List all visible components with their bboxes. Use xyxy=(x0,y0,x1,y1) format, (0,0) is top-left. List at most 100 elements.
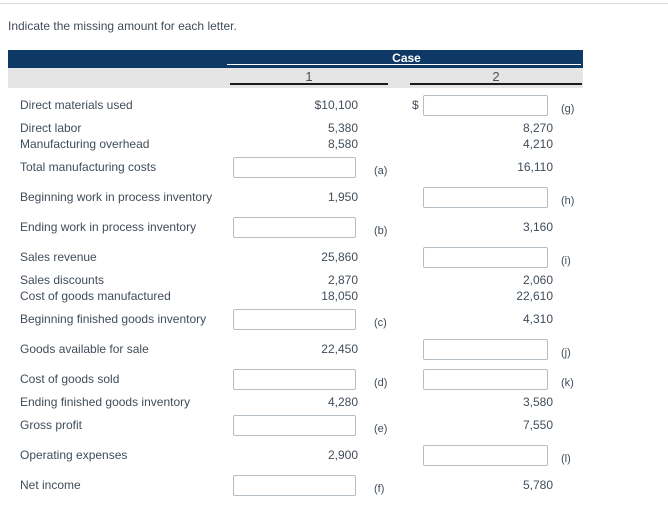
table-row: Cost of goods manufactured 18,050 22,610 xyxy=(8,288,583,304)
table-row: Goods available for sale 22,450 (j) xyxy=(8,334,583,364)
amount-input-c[interactable] xyxy=(233,308,356,330)
table-row: Beginning work in process inventory 1,95… xyxy=(8,182,583,212)
case2-letter: (l) xyxy=(561,453,571,465)
case1-input-cell xyxy=(230,216,362,238)
table-header-case: Case xyxy=(8,50,583,68)
amount-input-g[interactable] xyxy=(423,94,548,116)
column-header-case-2: 2 xyxy=(410,68,582,85)
case1-input-cell xyxy=(230,308,362,330)
case2-value: 22,610 xyxy=(516,289,553,303)
row-label: Sales revenue xyxy=(20,250,97,264)
case1-value: 1,950 xyxy=(327,190,358,204)
case1-value: 5,380 xyxy=(327,121,358,135)
case1-letter: (c) xyxy=(374,317,387,329)
row-label: Cost of goods manufactured xyxy=(20,289,171,303)
table-header-columns: 1 2 xyxy=(8,68,583,88)
table-row: Cost of goods sold (d) (k) xyxy=(8,364,583,394)
case1-value: 25,860 xyxy=(321,250,358,264)
case2-input-cell: $ xyxy=(410,94,555,116)
top-divider xyxy=(0,3,668,4)
table-row: Net income (f) 5,780 xyxy=(8,470,583,500)
case2-value: 4,310 xyxy=(522,312,553,326)
case1-value: 8,580 xyxy=(327,137,358,151)
case-header-label: Case xyxy=(392,51,421,65)
instruction-text: Indicate the missing amount for each let… xyxy=(8,19,237,33)
case1-letter: (f) xyxy=(374,483,385,495)
case1-letter: (e) xyxy=(374,423,388,435)
case1-input-cell xyxy=(230,414,362,436)
case1-value: $10,100 xyxy=(314,98,358,112)
row-label: Beginning work in process inventory xyxy=(20,190,213,204)
table-row: Ending finished goods inventory 4,280 3,… xyxy=(8,394,583,410)
row-label: Ending work in process inventory xyxy=(20,220,197,234)
table-row: Sales discounts 2,870 2,060 xyxy=(8,272,583,288)
amount-input-f[interactable] xyxy=(233,474,356,496)
case1-value: 18,050 xyxy=(321,289,358,303)
case2-value: 4,210 xyxy=(522,137,553,151)
table-row: Operating expenses 2,900 (l) xyxy=(8,440,583,470)
amount-input-e[interactable] xyxy=(233,414,356,436)
amount-input-d[interactable] xyxy=(233,368,356,390)
row-label: Total manufacturing costs xyxy=(20,160,157,174)
case2-value: 3,580 xyxy=(522,395,553,409)
case2-input-cell xyxy=(410,186,555,208)
case1-value: 22,450 xyxy=(321,342,358,356)
case-table: Case 1 2 Direct materials used $10,100 $… xyxy=(8,50,583,500)
row-label: Direct labor xyxy=(20,121,82,135)
table-row: Sales revenue 25,860 (i) xyxy=(8,242,583,272)
table-row: Gross profit (e) 7,550 xyxy=(8,410,583,440)
case2-letter: (j) xyxy=(561,347,571,359)
case2-letter: (k) xyxy=(561,377,574,389)
case1-letter: (d) xyxy=(374,377,388,389)
row-label: Ending finished goods inventory xyxy=(20,395,191,409)
amount-input-b[interactable] xyxy=(233,216,356,238)
case2-input-cell xyxy=(410,246,555,268)
case2-value: 8,270 xyxy=(522,121,553,135)
row-label: Cost of goods sold xyxy=(20,372,120,386)
amount-input-h[interactable] xyxy=(423,186,548,208)
table-row: Ending work in process inventory (b) 3,1… xyxy=(8,212,583,242)
case1-value: 2,870 xyxy=(327,273,358,287)
table-row: Manufacturing overhead 8,580 4,210 xyxy=(8,136,583,152)
case2-value: 3,160 xyxy=(522,220,553,234)
amount-input-a[interactable] xyxy=(233,156,356,178)
row-label: Sales discounts xyxy=(20,273,105,287)
row-label: Manufacturing overhead xyxy=(20,137,150,151)
case2-value: 5,780 xyxy=(522,478,553,492)
case2-input-cell xyxy=(410,444,555,466)
case1-value: 4,280 xyxy=(327,395,358,409)
column-header-case-1: 1 xyxy=(230,68,388,85)
case1-input-cell xyxy=(230,156,362,178)
case-header-underline xyxy=(227,64,581,65)
case2-input-cell xyxy=(410,338,555,360)
case2-letter: (h) xyxy=(561,195,575,207)
case2-value: 2,060 xyxy=(522,273,553,287)
table-row: Total manufacturing costs (a) 16,110 xyxy=(8,152,583,182)
row-label: Net income xyxy=(20,478,81,492)
table-row: Beginning finished goods inventory (c) 4… xyxy=(8,304,583,334)
case1-letter: (a) xyxy=(374,165,388,177)
row-label: Direct materials used xyxy=(20,98,133,112)
table-row: Direct materials used $10,100 $ (g) xyxy=(8,90,583,120)
amount-input-j[interactable] xyxy=(423,338,548,360)
amount-input-k[interactable] xyxy=(423,368,548,390)
row-label: Gross profit xyxy=(20,418,83,432)
row-label: Goods available for sale xyxy=(20,342,149,356)
case2-value: 7,550 xyxy=(522,418,553,432)
case2-input-cell xyxy=(410,368,555,390)
case1-input-cell xyxy=(230,368,362,390)
case1-letter: (b) xyxy=(374,225,388,237)
case2-value: 16,110 xyxy=(517,160,553,174)
dollar-sign: $ xyxy=(412,98,419,112)
case2-letter: (g) xyxy=(561,103,575,115)
table-row: Direct labor 5,380 8,270 xyxy=(8,120,583,136)
amount-input-l[interactable] xyxy=(423,444,548,466)
case1-value: 2,900 xyxy=(327,448,358,462)
table-body: Direct materials used $10,100 $ (g) Dire… xyxy=(8,88,583,500)
amount-input-i[interactable] xyxy=(423,246,548,268)
case1-input-cell xyxy=(230,474,362,496)
row-label: Operating expenses xyxy=(20,448,128,462)
row-label: Beginning finished goods inventory xyxy=(20,312,207,326)
case2-letter: (i) xyxy=(561,255,571,267)
